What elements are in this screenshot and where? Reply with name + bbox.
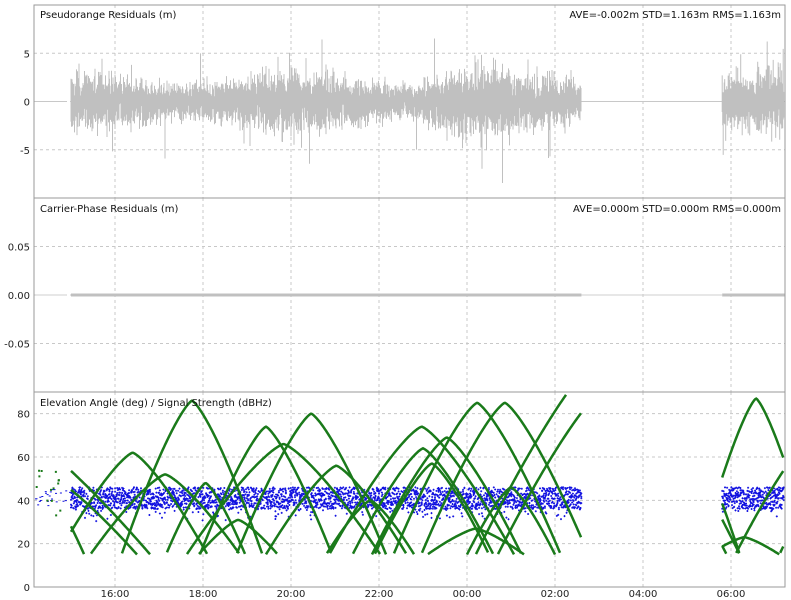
elevation-arc	[235, 412, 388, 555]
x-tick-label: 02:00	[541, 589, 570, 600]
x-tick-label: 18:00	[189, 589, 218, 600]
elevation-arc	[496, 412, 728, 555]
x-tick-label: 04:00	[629, 589, 658, 600]
y-tick-label: 60	[17, 453, 30, 464]
elevation-arc	[474, 394, 741, 555]
y-tick-label: -0.05	[4, 340, 30, 351]
y-tick-label: 0	[24, 98, 30, 109]
x-tick-label: 00:00	[453, 589, 482, 600]
elevation-arc	[351, 446, 495, 555]
x-tick-label: 22:00	[365, 589, 394, 600]
panel1-title: Pseudorange Residuals (m)	[40, 10, 177, 21]
elevation-arc	[70, 469, 151, 556]
elevation-early-points	[35, 469, 62, 517]
y-tick-label: -5	[20, 146, 30, 157]
elevation-arc	[373, 462, 490, 555]
elevation-arc	[325, 499, 416, 555]
y-tick-label: 20	[17, 540, 30, 551]
elevation-arc	[427, 527, 525, 556]
panel-frame	[33, 391, 786, 588]
y-tick-label: 80	[17, 410, 30, 421]
y-tick-label: 40	[17, 496, 30, 507]
elevation-arc	[89, 473, 241, 555]
panel1-stats: AVE=-0.002m STD=1.163m RMS=1.163m	[569, 10, 781, 21]
elevation-arc	[185, 442, 382, 555]
elevation-arc	[198, 425, 333, 555]
elevation-arc	[721, 397, 785, 478]
elevation-arc	[264, 464, 408, 556]
elevation-arc	[165, 481, 247, 555]
elevation-arc	[721, 503, 741, 554]
x-tick-label: 06:00	[717, 589, 746, 600]
elevation-arc	[779, 545, 785, 554]
elevation-arc	[198, 518, 278, 555]
y-tick-label: 0	[24, 583, 30, 594]
x-tick-label: 16:00	[101, 589, 130, 600]
elevation-arc	[735, 470, 785, 554]
elevation-arc	[721, 535, 780, 556]
elevation-arc	[420, 401, 583, 554]
y-tick-label: 0.00	[8, 291, 30, 302]
elevation-arc	[69, 525, 86, 555]
x-tick-label: 20:00	[277, 589, 306, 600]
y-tick-label: 5	[24, 49, 30, 60]
elevation-arc	[120, 399, 264, 554]
elevation-arc	[69, 451, 209, 555]
y-tick-label: 0.05	[8, 243, 30, 254]
panel2-title: Carrier-Phase Residuals (m)	[40, 204, 178, 215]
elevation-arc	[328, 425, 516, 556]
pseudorange-series	[70, 38, 785, 183]
panel3-title: Elevation Angle (deg) / Signal Strength …	[40, 398, 272, 409]
panel2-stats: AVE=0.000m STD=0.000m RMS=0.000m	[573, 204, 781, 215]
